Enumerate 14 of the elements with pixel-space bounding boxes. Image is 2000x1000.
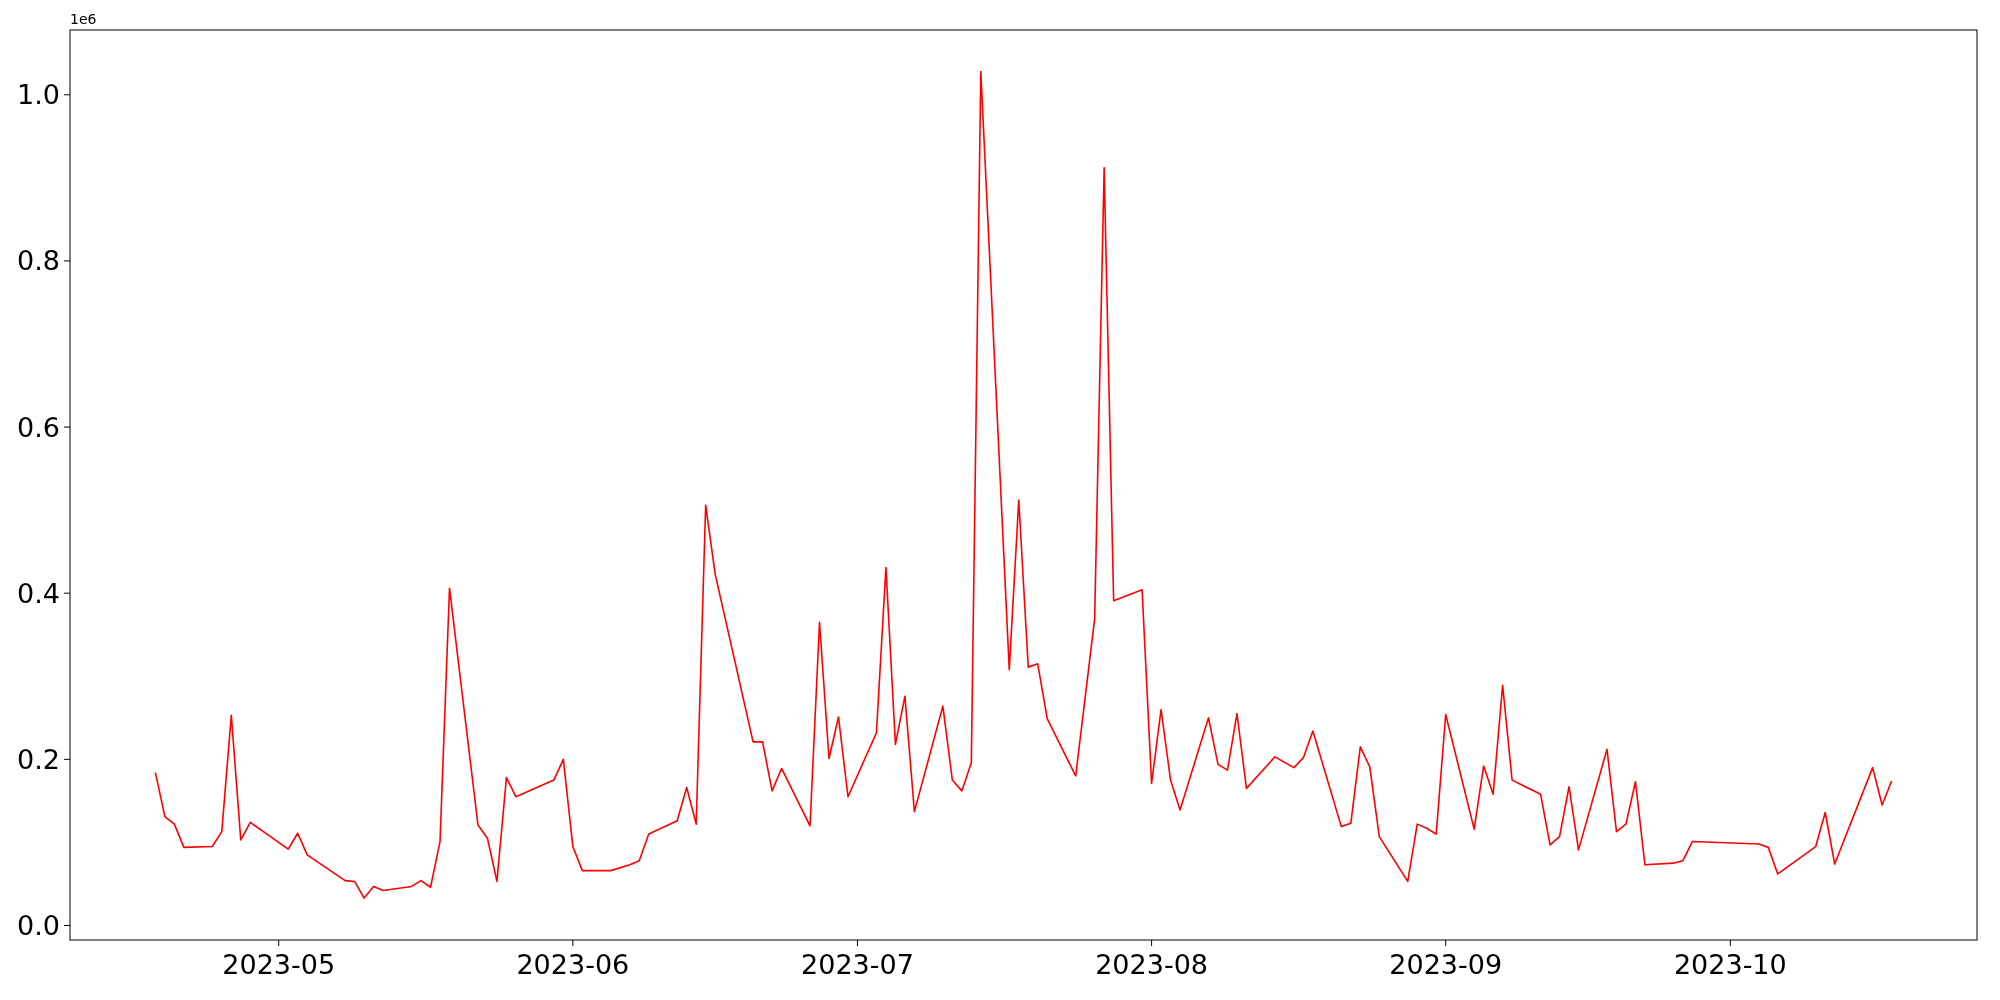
y-tick-label: 0.8 xyxy=(17,245,60,277)
x-tick-label: 2023-07 xyxy=(801,949,914,980)
y-tick-label: 1.0 xyxy=(17,79,60,111)
y-tick-label: 0.6 xyxy=(17,411,60,443)
x-tick-label: 2023-09 xyxy=(1389,949,1503,980)
y-tick-label: 0.2 xyxy=(17,743,60,775)
x-tick-label: 2023-08 xyxy=(1095,949,1208,980)
y-tick-label: 0.0 xyxy=(17,909,60,941)
x-tick-label: 2023-10 xyxy=(1673,949,1787,980)
x-tick-label: 2023-05 xyxy=(222,949,336,980)
x-tick-label: 2023-06 xyxy=(516,949,630,980)
y-tick-label: 0.4 xyxy=(17,577,60,609)
text: 1e6 xyxy=(70,11,97,27)
line-series xyxy=(154,70,1893,899)
